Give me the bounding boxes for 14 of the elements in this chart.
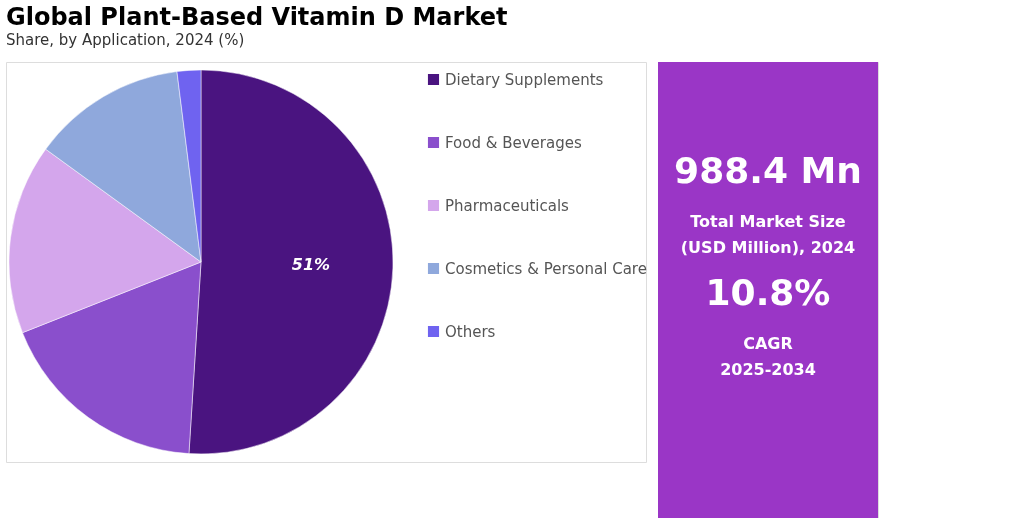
legend-label: Pharmaceuticals (445, 196, 570, 215)
chart-title: Global Plant-Based Vitamin D Market (6, 3, 508, 31)
text: 2025-2034 (720, 360, 816, 379)
legend-label: Cosmetics & Personal Care (445, 259, 647, 278)
text: (USD Million), 2024 (680, 238, 856, 257)
text: 10.8% (705, 272, 831, 313)
text: Total Market Size (690, 212, 846, 231)
text: CAGR (743, 334, 793, 353)
legend-label: Others (445, 322, 496, 341)
legend-label: Dietary Supplements (445, 70, 604, 89)
chart-subtitle: Share, by Application, 2024 (%) (6, 31, 245, 49)
legend-label: Food & Beverages (445, 133, 582, 152)
text: 988.4 Mn (674, 150, 862, 191)
data-label: 51% (291, 255, 331, 275)
